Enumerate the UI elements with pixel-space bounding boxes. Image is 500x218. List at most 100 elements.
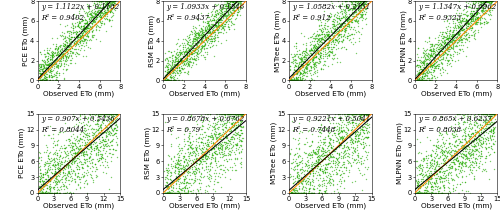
Point — [102, 144, 110, 148]
Point — [231, 163, 239, 167]
Point — [310, 191, 318, 195]
Point — [219, 15, 227, 19]
Point — [414, 79, 422, 82]
Point — [78, 18, 86, 22]
Point — [41, 79, 49, 82]
Point — [438, 63, 446, 66]
Point — [51, 143, 59, 147]
Point — [168, 180, 175, 184]
Point — [54, 167, 62, 171]
Point — [287, 191, 295, 195]
Point — [218, 155, 226, 159]
Point — [206, 45, 214, 48]
Point — [42, 161, 50, 164]
Point — [351, 150, 359, 153]
Point — [298, 161, 306, 165]
Point — [172, 55, 179, 59]
Point — [424, 191, 432, 194]
Point — [169, 76, 177, 80]
Point — [308, 160, 316, 164]
Point — [172, 191, 180, 195]
Point — [360, 0, 368, 3]
Point — [360, 112, 368, 115]
Point — [428, 184, 436, 187]
Point — [302, 164, 310, 167]
Point — [348, 132, 356, 135]
Point — [334, 141, 342, 144]
Point — [447, 164, 455, 167]
Point — [48, 71, 56, 74]
Point — [470, 36, 478, 40]
Point — [42, 79, 50, 82]
Point — [364, 130, 372, 134]
Point — [461, 145, 469, 148]
Point — [327, 164, 335, 168]
Point — [208, 174, 216, 178]
Point — [46, 186, 54, 189]
Point — [310, 71, 318, 74]
Point — [448, 34, 456, 38]
Point — [192, 167, 200, 170]
Point — [316, 60, 324, 63]
Point — [302, 66, 310, 70]
Point — [87, 11, 95, 14]
Point — [180, 179, 188, 182]
Point — [61, 177, 69, 181]
Point — [210, 40, 218, 43]
Point — [192, 35, 200, 39]
Point — [222, 175, 230, 178]
Point — [345, 15, 353, 19]
Point — [456, 19, 464, 23]
Point — [192, 148, 200, 152]
Point — [430, 47, 438, 51]
Point — [296, 154, 304, 157]
Point — [440, 176, 448, 180]
Point — [208, 18, 216, 22]
Point — [420, 191, 428, 195]
Point — [57, 62, 65, 66]
Point — [338, 126, 345, 130]
Point — [338, 146, 345, 150]
Point — [428, 184, 436, 187]
Point — [192, 37, 200, 41]
Point — [423, 169, 431, 173]
Point — [53, 70, 61, 73]
Point — [72, 180, 80, 183]
Point — [365, 125, 373, 128]
Point — [177, 65, 185, 68]
Point — [296, 176, 304, 180]
Point — [433, 140, 441, 144]
Point — [230, 4, 238, 7]
Point — [191, 46, 199, 50]
Point — [307, 191, 315, 195]
Point — [352, 153, 360, 157]
Point — [462, 36, 469, 39]
Point — [226, 6, 234, 9]
Point — [418, 191, 426, 195]
Point — [426, 64, 434, 68]
Point — [230, 133, 238, 136]
Point — [82, 150, 90, 154]
Point — [160, 191, 168, 195]
Point — [422, 178, 430, 181]
Point — [84, 10, 92, 14]
Point — [108, 0, 116, 3]
Point — [332, 136, 340, 140]
Point — [311, 65, 319, 68]
Point — [214, 120, 222, 123]
Point — [455, 0, 463, 3]
Point — [71, 152, 79, 155]
Point — [289, 136, 297, 140]
Point — [345, 17, 353, 21]
Point — [414, 72, 422, 75]
Point — [62, 163, 70, 166]
Point — [472, 20, 480, 23]
Point — [302, 51, 310, 54]
Point — [209, 23, 217, 27]
Point — [418, 72, 426, 76]
Point — [112, 129, 120, 132]
Point — [329, 182, 337, 185]
Point — [296, 66, 304, 70]
Point — [48, 53, 56, 56]
Point — [44, 191, 52, 195]
